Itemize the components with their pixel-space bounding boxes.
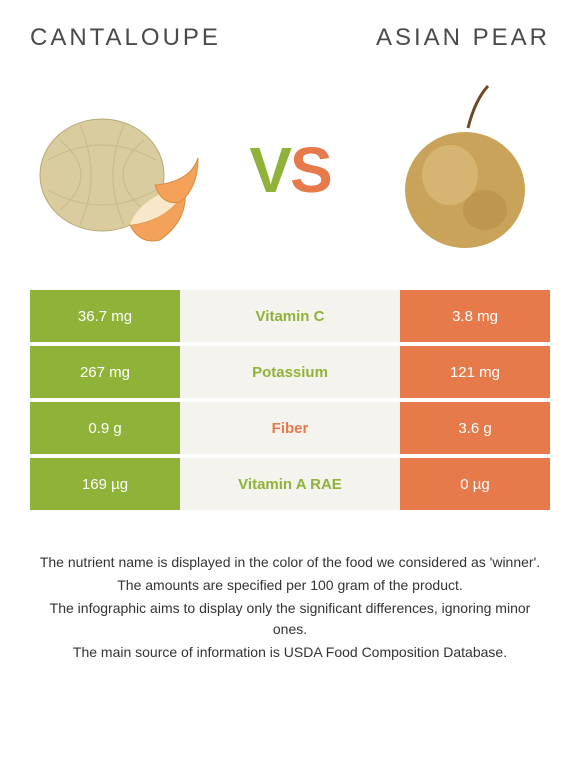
- footnote-line: The nutrient name is displayed in the co…: [38, 552, 542, 573]
- left-value-cell: 267 mg: [30, 346, 180, 398]
- nutrient-cell: Fiber: [180, 402, 400, 454]
- table-row: 267 mg Potassium 121 mg: [30, 346, 550, 398]
- cantaloupe-image: [30, 85, 200, 255]
- left-value-cell: 169 µg: [30, 458, 180, 510]
- comparison-table: 36.7 mg Vitamin C 3.8 mg 267 mg Potassiu…: [30, 290, 550, 510]
- left-food-title: Cantaloupe: [30, 24, 290, 52]
- cantaloupe-icon: [30, 90, 200, 250]
- vs-v-letter: V: [249, 134, 290, 206]
- table-row: 169 µg Vitamin A RAE 0 µg: [30, 458, 550, 510]
- footnote-line: The amounts are specified per 100 gram o…: [38, 575, 542, 596]
- right-value-cell: 0 µg: [400, 458, 550, 510]
- header-row: Cantaloupe Asian pear: [30, 24, 550, 52]
- right-value-cell: 3.8 mg: [400, 290, 550, 342]
- right-value-cell: 3.6 g: [400, 402, 550, 454]
- nutrient-cell: Potassium: [180, 346, 400, 398]
- vs-s-letter: S: [290, 134, 331, 206]
- left-value-cell: 36.7 mg: [30, 290, 180, 342]
- right-food-title: Asian pear: [290, 24, 550, 52]
- table-row: 0.9 g Fiber 3.6 g: [30, 402, 550, 454]
- images-row: VS: [30, 80, 550, 260]
- vs-label: VS: [249, 133, 330, 207]
- table-row: 36.7 mg Vitamin C 3.8 mg: [30, 290, 550, 342]
- asian-pear-image: [380, 85, 550, 255]
- footnotes: The nutrient name is displayed in the co…: [30, 540, 550, 663]
- asian-pear-icon: [390, 80, 540, 260]
- nutrient-cell: Vitamin A RAE: [180, 458, 400, 510]
- nutrient-cell: Vitamin C: [180, 290, 400, 342]
- footnote-line: The infographic aims to display only the…: [38, 598, 542, 640]
- right-value-cell: 121 mg: [400, 346, 550, 398]
- left-value-cell: 0.9 g: [30, 402, 180, 454]
- footnote-line: The main source of information is USDA F…: [38, 642, 542, 663]
